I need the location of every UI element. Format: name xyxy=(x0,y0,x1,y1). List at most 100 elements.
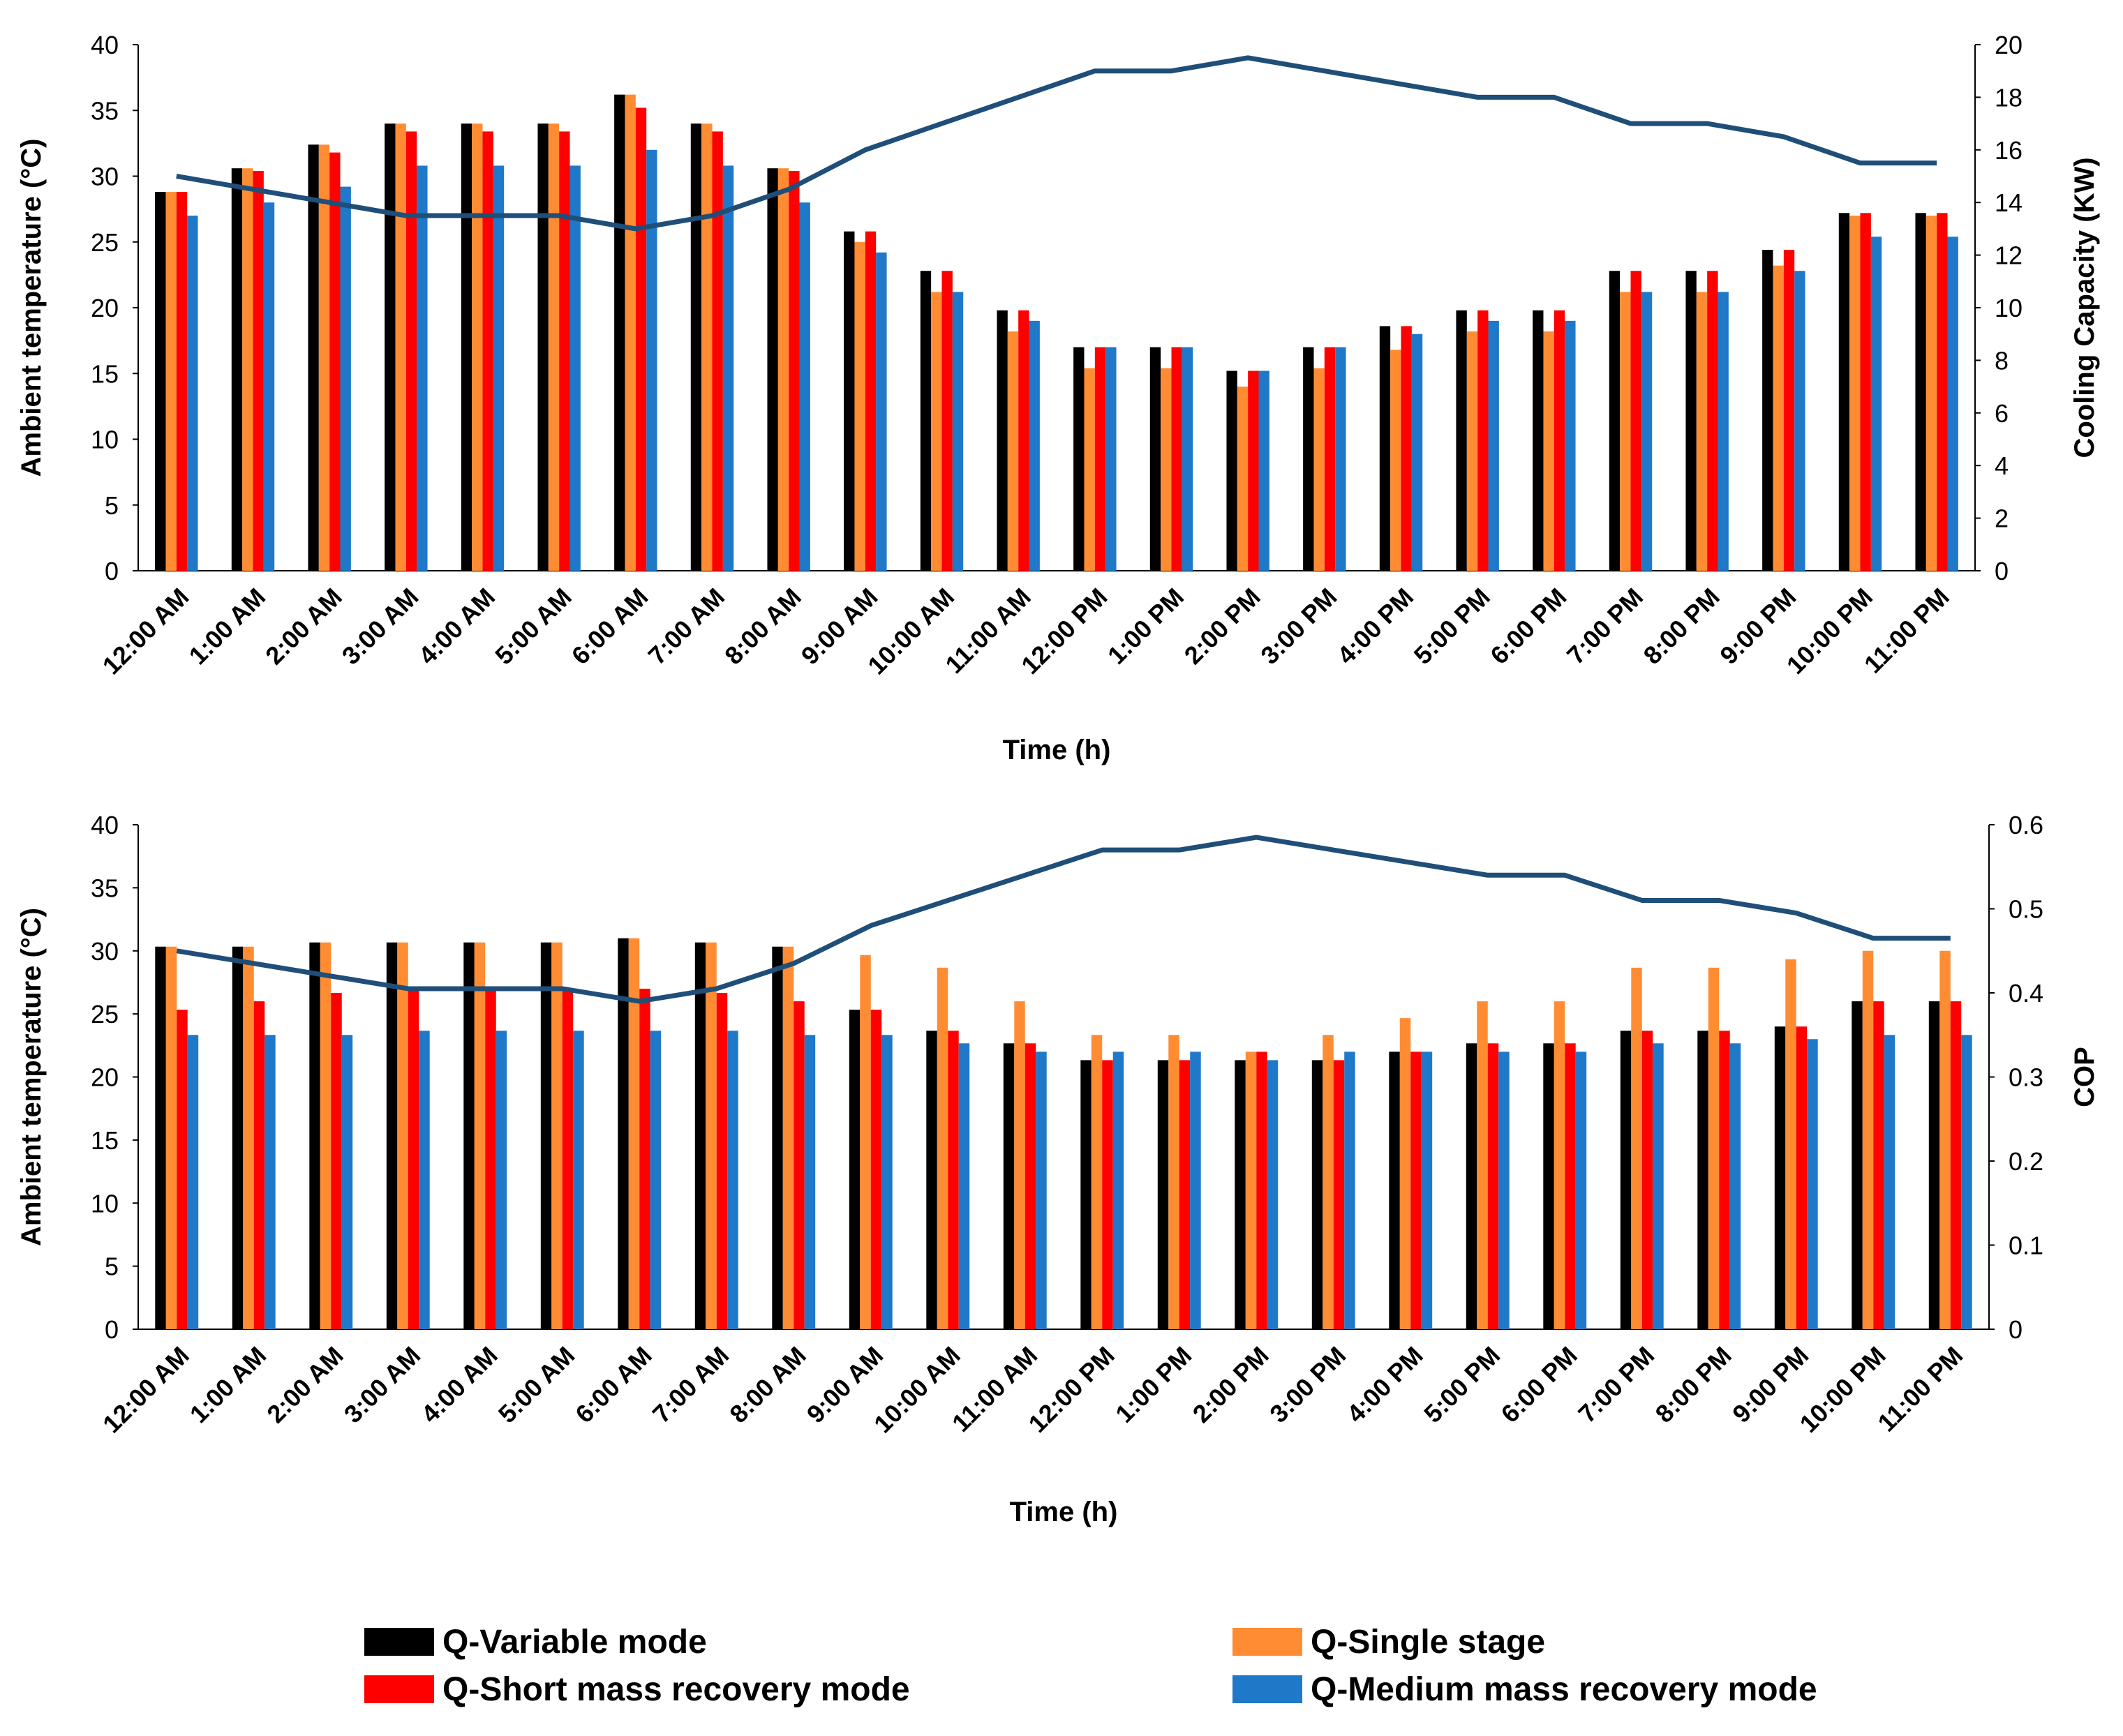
x-tick-label: 1:00 PM xyxy=(1110,1341,1197,1428)
bar-single xyxy=(706,942,717,1329)
bar-single xyxy=(782,946,794,1329)
x-tick-label: 1:00 PM xyxy=(1102,583,1189,670)
bar-variable xyxy=(232,946,244,1329)
right-tick-label: 0.3 xyxy=(2009,1063,2043,1092)
bar-variable xyxy=(1235,1060,1246,1329)
bar-short xyxy=(716,993,728,1329)
bar-short xyxy=(1171,347,1182,571)
bar-single xyxy=(1543,331,1554,571)
x-tick-label: 11:00 PM xyxy=(1872,1341,1968,1437)
bar-single xyxy=(937,967,948,1329)
bar-single xyxy=(472,124,483,571)
left-tick-label: 10 xyxy=(91,426,119,454)
legend-swatch-variable xyxy=(364,1628,434,1656)
bar-medium xyxy=(1961,1035,1972,1329)
bar-short xyxy=(794,1001,805,1329)
bar-variable xyxy=(1226,371,1237,571)
bar-medium xyxy=(1344,1052,1355,1329)
right-tick-label: 8 xyxy=(1995,346,2009,375)
bar-single xyxy=(625,94,636,571)
bar-single xyxy=(1849,216,1861,571)
left-tick-label: 0 xyxy=(105,1315,119,1344)
bar-variable xyxy=(1685,271,1697,571)
bar-medium xyxy=(496,1031,507,1329)
bar-variable xyxy=(231,168,243,571)
x-axis-title: Time (h) xyxy=(1010,1497,1118,1527)
bar-single xyxy=(548,124,560,571)
bar-variable xyxy=(308,144,319,571)
left-tick-label: 35 xyxy=(91,96,119,125)
bar-medium xyxy=(650,1031,662,1329)
bar-medium xyxy=(1718,292,1729,571)
bar-short xyxy=(639,988,650,1329)
bar-variable xyxy=(997,310,1008,571)
legend-swatch-single xyxy=(1232,1628,1302,1656)
bar-variable xyxy=(844,231,855,571)
bar-variable xyxy=(618,938,629,1329)
bar-short xyxy=(253,170,264,571)
bar-variable xyxy=(1389,1052,1400,1329)
bar-single xyxy=(395,124,406,571)
bar-single xyxy=(1773,265,1784,571)
x-tick-label: 1:00 AM xyxy=(184,1341,272,1429)
y2-axis-title: Cooling Capacity (KW) xyxy=(2069,157,2100,458)
bar-variable xyxy=(1915,213,1926,571)
bar-variable xyxy=(1073,347,1085,571)
bar-single xyxy=(1014,1001,1025,1329)
bar-variable xyxy=(1303,347,1314,571)
right-tick-label: 6 xyxy=(1995,399,2009,428)
right-tick-label: 0.1 xyxy=(2009,1232,2043,1260)
bar-medium xyxy=(340,186,351,571)
bar-medium xyxy=(1258,371,1269,571)
bar-medium xyxy=(569,165,581,571)
legend-swatch-short xyxy=(364,1675,434,1703)
x-tick-label: 7:00 PM xyxy=(1561,583,1648,670)
bar-variable xyxy=(1311,1060,1323,1329)
bar-short xyxy=(870,1010,882,1329)
bar-single xyxy=(551,942,563,1329)
bar-short xyxy=(408,988,419,1329)
bar-short xyxy=(1025,1043,1036,1329)
left-tick-label: 25 xyxy=(91,1000,119,1028)
legend-label-short: Q-Short mass recovery mode xyxy=(442,1670,910,1708)
bar-variable xyxy=(1003,1043,1015,1329)
bar-medium xyxy=(1488,320,1499,571)
legend-item-medium: Q-Medium mass recovery mode xyxy=(1232,1671,1817,1708)
bar-single xyxy=(854,241,865,571)
bar-single xyxy=(1245,1052,1257,1329)
bar-variable xyxy=(1774,1026,1786,1329)
bar-medium xyxy=(1105,347,1117,571)
bar-single xyxy=(1466,331,1478,571)
bar-variable xyxy=(690,124,702,571)
bar-variable xyxy=(772,946,783,1329)
bar-variable xyxy=(1697,1031,1708,1329)
legend-label-variable: Q-Variable mode xyxy=(442,1623,707,1661)
bar-medium xyxy=(1575,1052,1587,1329)
bar-medium xyxy=(1421,1052,1433,1329)
bar-short xyxy=(1018,310,1029,571)
bar-short xyxy=(1248,371,1259,571)
legend-label-single: Q-Single stage xyxy=(1311,1623,1546,1661)
bar-medium xyxy=(341,1035,353,1329)
bar-single xyxy=(931,292,942,571)
bar-short xyxy=(562,988,574,1329)
bar-medium xyxy=(722,165,734,571)
bar-medium xyxy=(1641,292,1653,571)
bar-single xyxy=(1862,950,1874,1329)
right-tick-label: 0.4 xyxy=(2009,979,2043,1008)
bar-variable xyxy=(537,124,549,571)
x-tick-label: 6:00 AM xyxy=(569,1341,657,1429)
bar-medium xyxy=(804,1035,816,1329)
x-tick-label: 2:00 AM xyxy=(261,1341,349,1429)
bar-medium xyxy=(1112,1052,1124,1329)
bar-medium xyxy=(263,202,275,571)
bar-medium xyxy=(419,1031,430,1329)
x-tick-label: 4:00 AM xyxy=(415,1341,503,1429)
left-tick-label: 0 xyxy=(105,557,119,585)
x-tick-label: 2:00 AM xyxy=(260,583,348,671)
bar-medium xyxy=(573,1031,584,1329)
bar-short xyxy=(176,192,188,571)
x-tick-label: 8:00 PM xyxy=(1638,583,1725,670)
bar-short xyxy=(941,271,953,571)
